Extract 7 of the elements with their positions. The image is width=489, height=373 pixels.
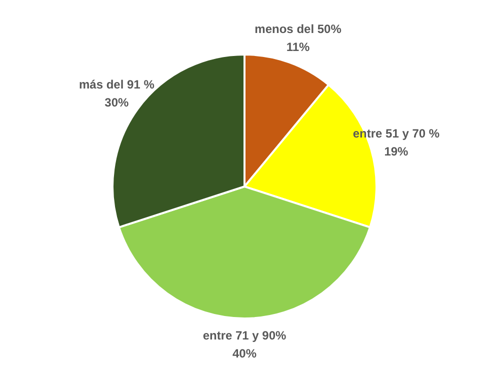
- data-label: 30%: [104, 96, 130, 110]
- slice-label: menos del 50%: [254, 22, 342, 36]
- data-label: 11%: [286, 40, 310, 54]
- slice-label: entre 71 y 90%: [202, 328, 287, 342]
- data-label: 19%: [384, 144, 409, 158]
- slice-label: más del 91 %: [78, 78, 155, 92]
- data-label: 40%: [232, 346, 257, 360]
